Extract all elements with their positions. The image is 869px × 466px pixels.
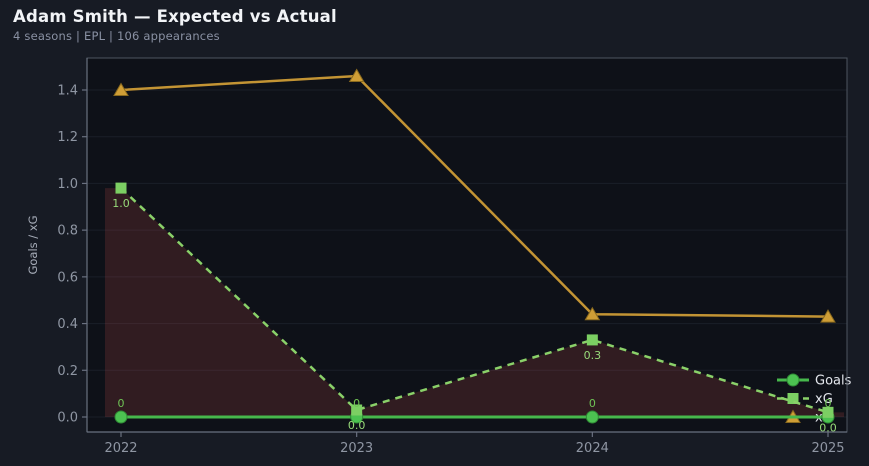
goals-point-label: 0 bbox=[589, 397, 596, 410]
chart-title: Adam Smith — Expected vs Actual bbox=[13, 7, 337, 26]
xa-line bbox=[120, 74, 829, 318]
xg-line bbox=[120, 187, 829, 414]
y-tick-label: 0.8 bbox=[57, 224, 78, 239]
chart-header: Adam Smith — Expected vs Actual 4 season… bbox=[13, 7, 337, 43]
legend-marker-goals bbox=[786, 373, 800, 387]
legend-marker-xg bbox=[787, 393, 799, 404]
xa-marker bbox=[584, 306, 601, 321]
goals-marker bbox=[585, 410, 599, 424]
xg-area-fill bbox=[105, 188, 844, 417]
y-tick-label: 1.4 bbox=[57, 84, 78, 99]
xg-marker bbox=[586, 334, 598, 346]
x-tick-label: 2023 bbox=[340, 441, 373, 456]
y-tick-label: 0.0 bbox=[57, 411, 78, 426]
xa-marker bbox=[113, 82, 129, 97]
goals-point-label: 0 bbox=[825, 397, 832, 410]
chart-subtitle: 4 seasons | EPL | 106 appearances bbox=[13, 29, 220, 43]
x-tick-label: 2022 bbox=[104, 441, 137, 456]
legend-label-xg: xG bbox=[815, 392, 833, 407]
xg-point-label: 1.0 bbox=[112, 197, 130, 210]
goals-marker bbox=[114, 410, 128, 424]
xg-marker bbox=[115, 182, 127, 194]
y-tick-label: 0.4 bbox=[57, 317, 78, 332]
y-tick-label: 1.0 bbox=[57, 177, 78, 192]
y-tick-label: 0.2 bbox=[57, 364, 78, 379]
xg-marker bbox=[822, 406, 834, 418]
goals-point-label: 0 bbox=[118, 397, 125, 410]
plot-background bbox=[87, 58, 847, 432]
xg-marker bbox=[351, 404, 363, 416]
xa-marker bbox=[820, 309, 836, 323]
xg-point-label: 0.0 bbox=[348, 419, 366, 432]
y-tick-label: 0.6 bbox=[57, 270, 78, 285]
y-axis-title: Goals / xG bbox=[26, 215, 40, 274]
xg-point-label: 0.0 bbox=[819, 421, 837, 434]
xg-point-label: 0.3 bbox=[584, 349, 602, 362]
y-tick-label: 1.2 bbox=[57, 130, 78, 145]
legend-label-goals: Goals bbox=[815, 374, 852, 389]
xa-marker bbox=[348, 68, 365, 82]
goals-point-label: 0 bbox=[353, 397, 360, 410]
x-tick-label: 2025 bbox=[811, 441, 844, 456]
x-tick-label: 2024 bbox=[576, 441, 609, 456]
